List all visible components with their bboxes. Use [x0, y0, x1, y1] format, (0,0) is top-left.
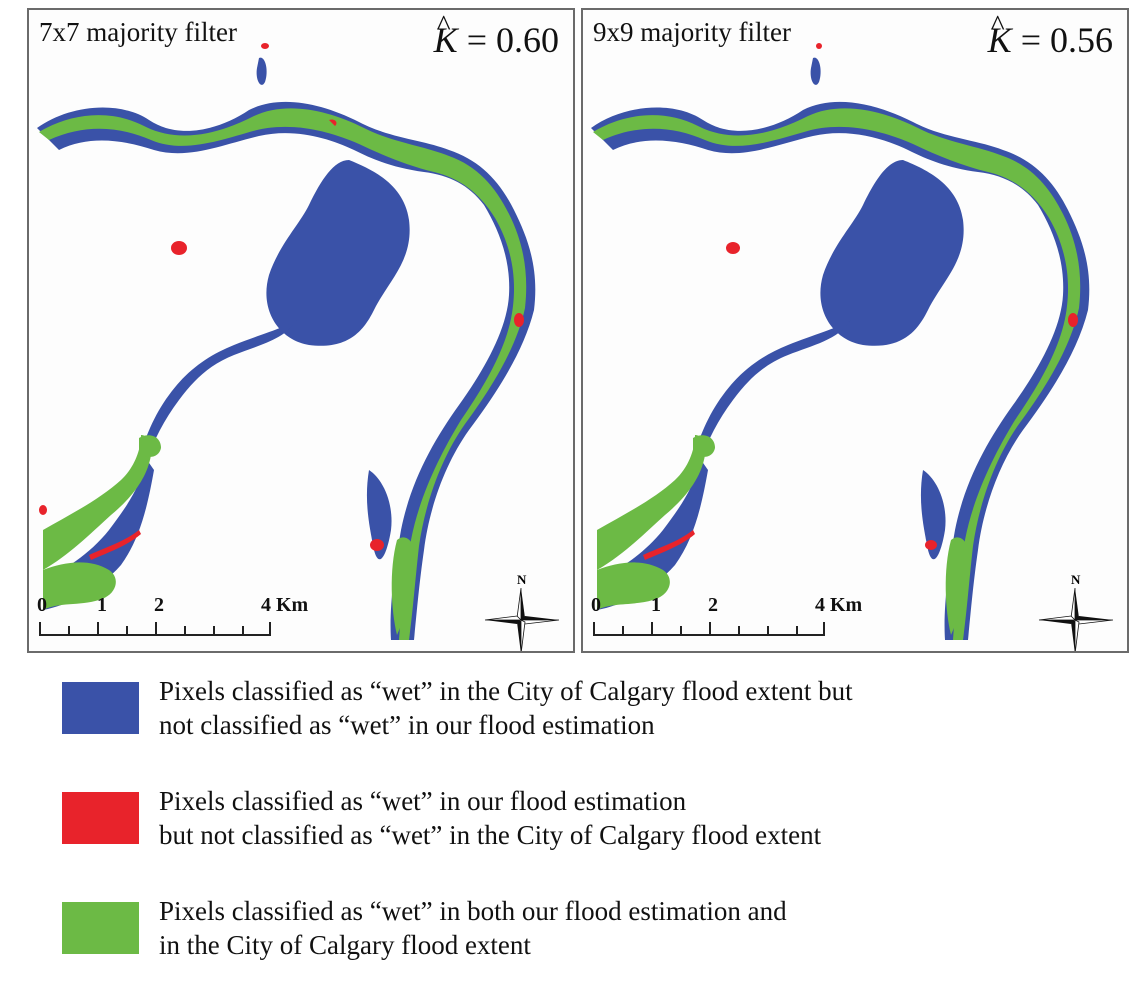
scale-label-0: 0: [591, 594, 601, 616]
panel-title: 9x9 majority filter: [593, 17, 791, 47]
kappa-statistic: ^ K = 0.56: [987, 9, 1113, 62]
north-arrow-icon: N: [484, 572, 560, 651]
panel-title: 7x7 majority filter: [39, 17, 237, 47]
kappa-value: = 0.56: [1020, 20, 1113, 60]
scale-bar: [39, 618, 289, 640]
kappa-symbol: ^ K: [433, 9, 458, 60]
legend-label-line1: Pixels classified as “wet” in both our f…: [159, 896, 787, 926]
flood-layer-green: [39, 108, 527, 641]
legend-label-line2: in the City of Calgary flood extent: [159, 930, 531, 960]
scale-label-1: 1: [97, 594, 107, 616]
legend-label-line1: Pixels classified as “wet” in our flood …: [159, 786, 687, 816]
flood-layer-red: [643, 43, 1078, 560]
scale-label-1: 1: [651, 594, 661, 616]
legend-label-line1: Pixels classified as “wet” in the City o…: [159, 676, 853, 706]
north-arrow-icon: N: [1038, 572, 1114, 651]
scale-bar: [593, 618, 843, 640]
svg-text:N: N: [1071, 572, 1081, 587]
scale-label-2: 2: [154, 594, 164, 616]
flood-layer-blue: [591, 57, 1090, 640]
flood-layer-red: [39, 43, 524, 560]
kappa-symbol: ^ K: [987, 9, 1012, 60]
flood-layer-blue: [37, 57, 536, 640]
flood-map: [591, 43, 1090, 641]
svg-text:N: N: [517, 572, 527, 587]
map-panel-7x7: 7x7 majority filter ^ K = 0.60 0 1 2 4 Km…: [27, 8, 575, 653]
scale-label-0: 0: [37, 594, 47, 616]
scale-label-2: 2: [708, 594, 718, 616]
scale-label-4km: 4 Km: [815, 594, 863, 616]
kappa-statistic: ^ K = 0.60: [433, 9, 559, 62]
scale-label-4km: 4 Km: [261, 594, 309, 616]
legend-swatch-blue: [62, 682, 139, 734]
flood-map: [37, 43, 536, 641]
kappa-value: = 0.60: [466, 20, 559, 60]
flood-layer-green: [593, 108, 1081, 641]
legend-label-line2: but not classified as “wet” in the City …: [159, 820, 822, 850]
legend-swatch-green: [62, 902, 139, 954]
legend-label-line2: not classified as “wet” in our flood est…: [159, 710, 655, 740]
map-panel-9x9: 9x9 majority filter ^ K = 0.56 0 1 2 4 Km…: [581, 8, 1129, 653]
legend-swatch-red: [62, 792, 139, 844]
